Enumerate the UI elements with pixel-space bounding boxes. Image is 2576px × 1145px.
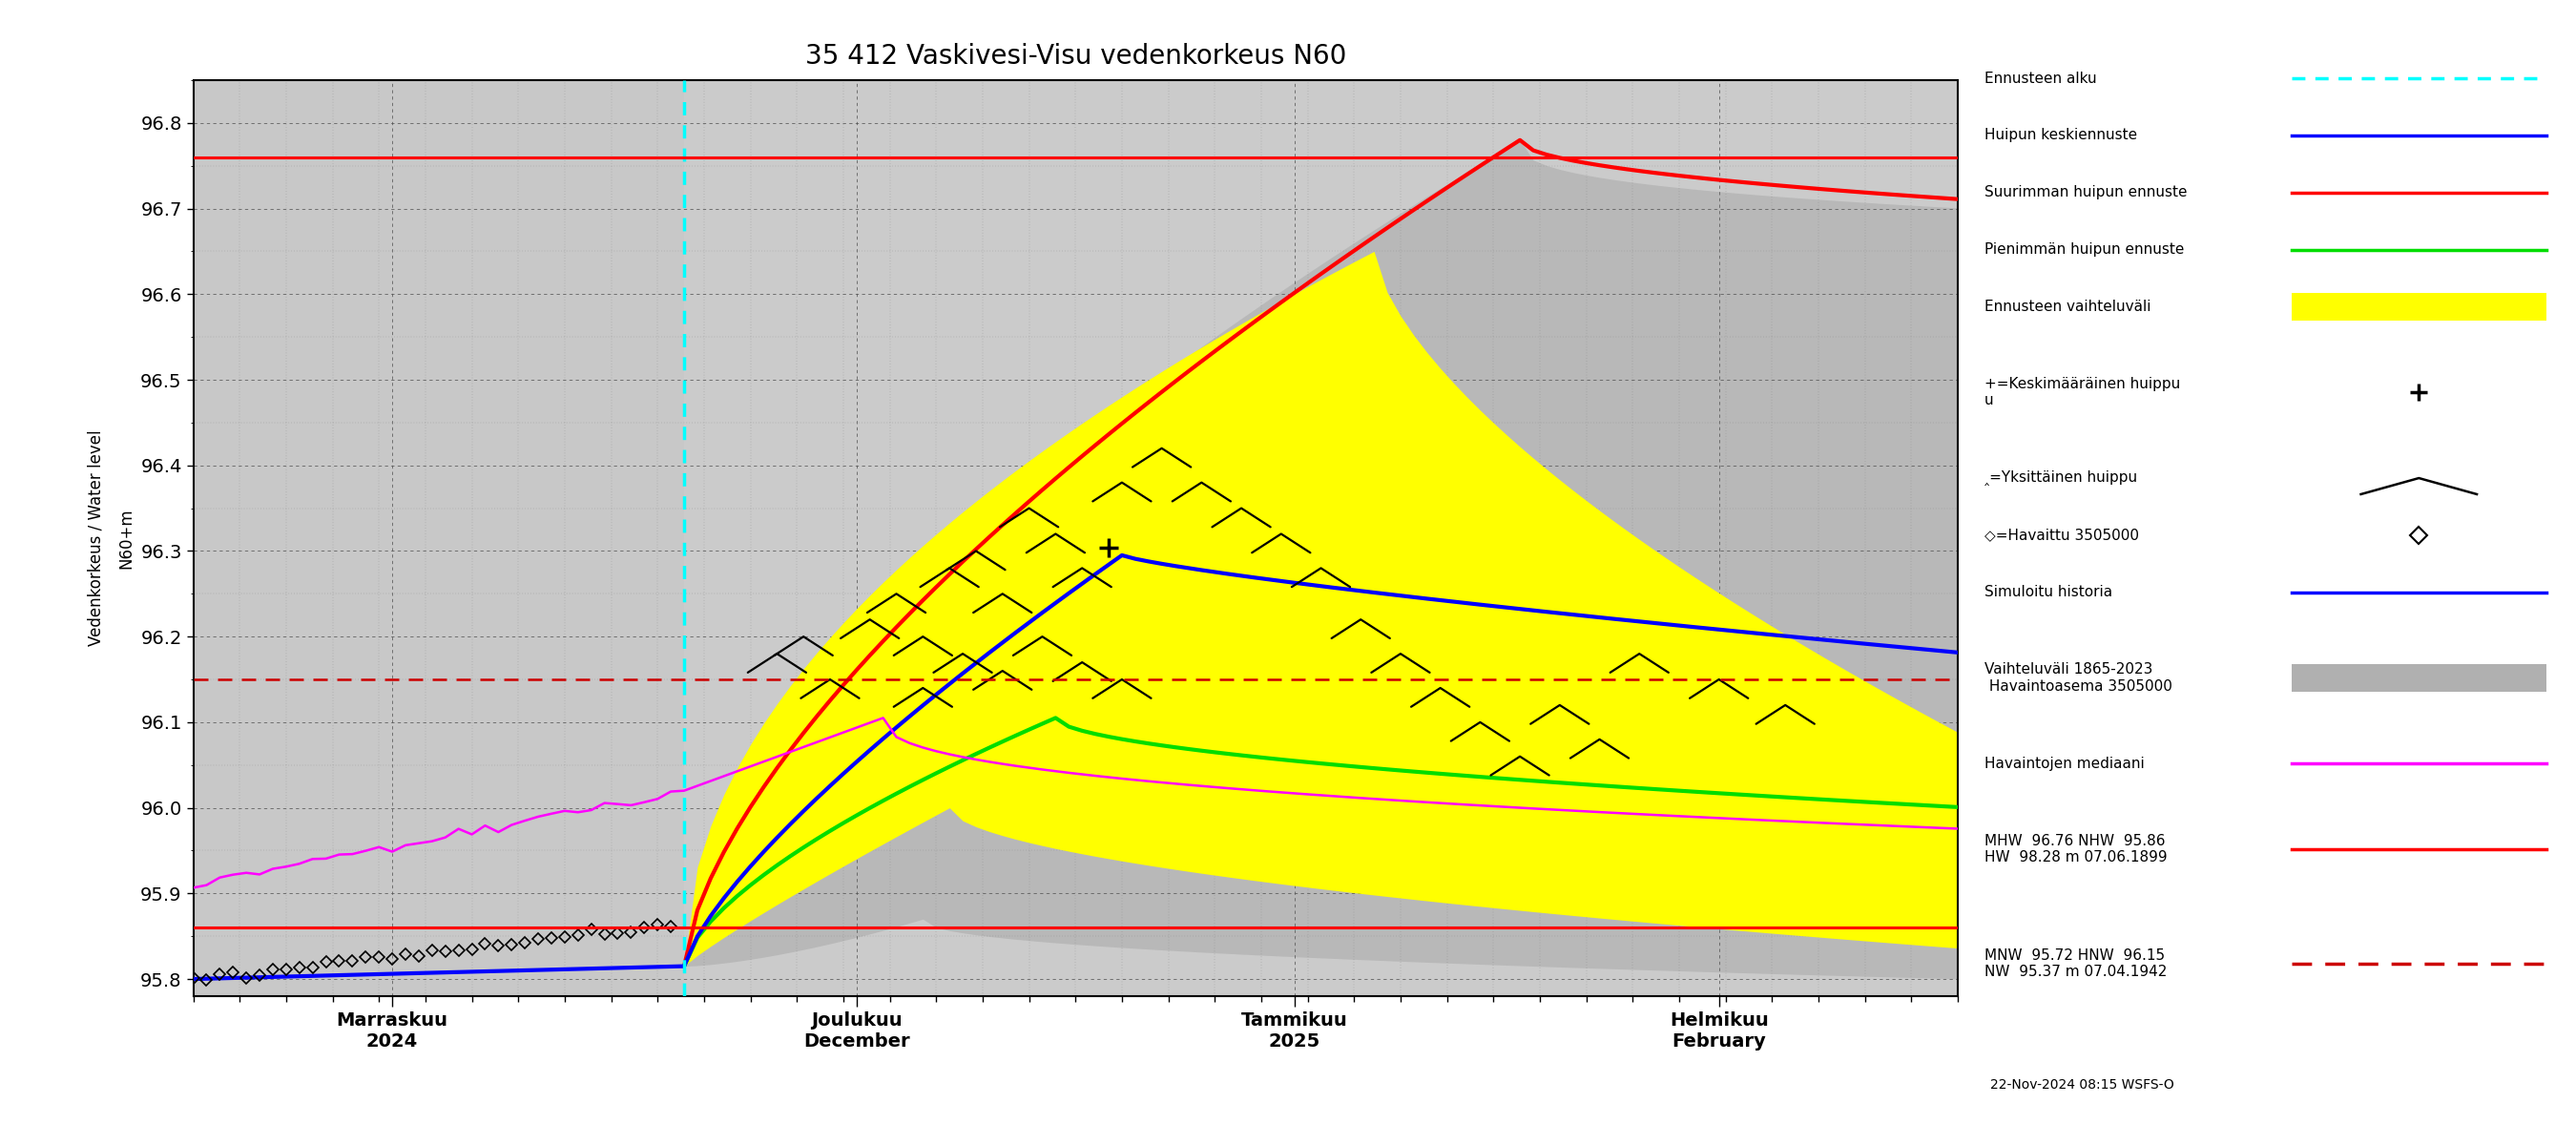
Text: 22-Nov-2024 08:15 WSFS-O: 22-Nov-2024 08:15 WSFS-O: [1989, 1077, 2174, 1091]
Text: Pienimmän huipun ennuste: Pienimmän huipun ennuste: [1984, 243, 2184, 256]
Text: Ennusteen alku: Ennusteen alku: [1984, 71, 2097, 86]
Title: 35 412 Vaskivesi-Visu vedenkorkeus N60: 35 412 Vaskivesi-Visu vedenkorkeus N60: [804, 44, 1347, 70]
Text: Suurimman huipun ennuste: Suurimman huipun ennuste: [1984, 185, 2187, 199]
Text: N60+m: N60+m: [118, 507, 134, 569]
Bar: [2293, 293, 2545, 321]
Text: Havaintojen mediaani: Havaintojen mediaani: [1984, 757, 2143, 771]
Text: MHW  96.76 NHW  95.86
HW  98.28 m 07.06.1899: MHW 96.76 NHW 95.86 HW 98.28 m 07.06.189…: [1984, 834, 2166, 864]
Bar: [2293, 664, 2545, 692]
Text: +​=Keskimääräinen huippu
u: +​=Keskimääräinen huippu u: [1984, 377, 2179, 408]
Text: ◇=Havaittu 3505000: ◇=Havaittu 3505000: [1984, 528, 2138, 543]
Text: ‸=Yksittäinen huippu: ‸=Yksittäinen huippu: [1984, 471, 2138, 485]
Text: Huipun keskiennuste: Huipun keskiennuste: [1984, 128, 2138, 143]
Text: Simuloitu historia: Simuloitu historia: [1984, 585, 2112, 600]
Text: Vaihteluväli 1865-2023
 Havaintoasema 3505000: Vaihteluväli 1865-2023 Havaintoasema 350…: [1984, 663, 2172, 694]
Text: Vedenkorkeus / Water level: Vedenkorkeus / Water level: [88, 431, 106, 646]
Text: Ennusteen vaihteluväli: Ennusteen vaihteluväli: [1984, 300, 2151, 314]
Bar: [685, 80, 1958, 996]
Text: MNW  95.72 HNW  96.15
NW  95.37 m 07.04.1942: MNW 95.72 HNW 96.15 NW 95.37 m 07.04.194…: [1984, 948, 2166, 979]
